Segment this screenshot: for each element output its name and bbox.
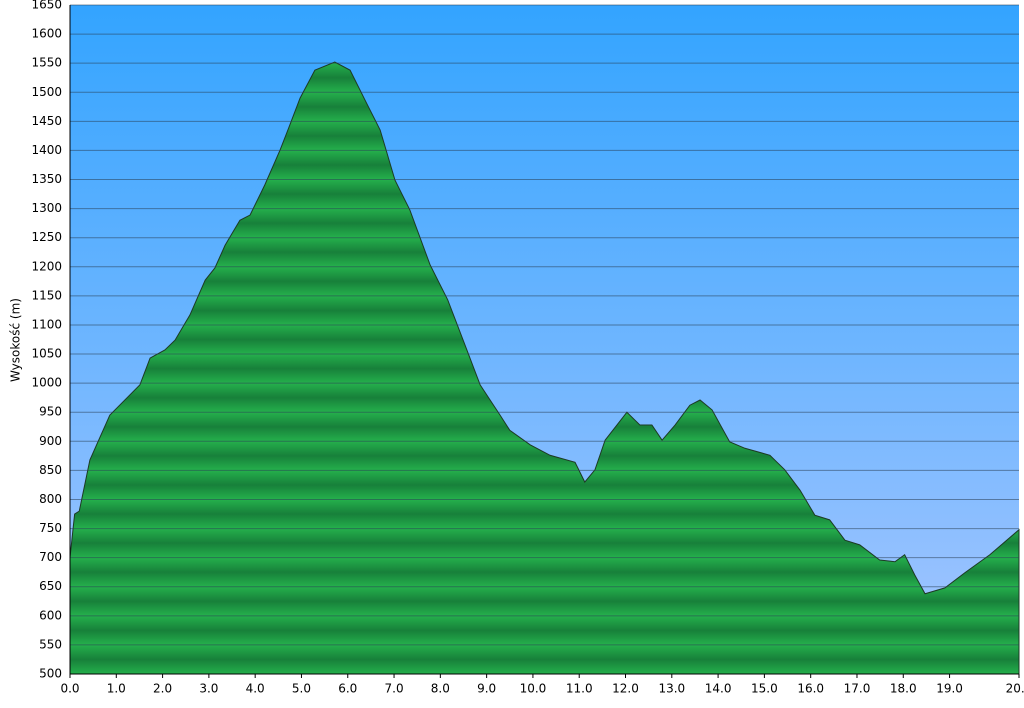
y-tick-label: 500 bbox=[39, 667, 62, 681]
y-tick-label: 550 bbox=[39, 637, 62, 651]
y-tick-label: 700 bbox=[39, 550, 62, 564]
y-tick-label: 1150 bbox=[31, 288, 62, 302]
y-tick-label: 1650 bbox=[31, 0, 62, 12]
y-tick-label: 750 bbox=[39, 521, 62, 535]
x-tick-label: 9.0 bbox=[477, 682, 496, 696]
y-tick-label: 1350 bbox=[31, 172, 62, 186]
y-tick-label: 800 bbox=[39, 492, 62, 506]
y-tick-label: 1050 bbox=[31, 347, 62, 361]
y-tick-label: 850 bbox=[39, 463, 62, 477]
y-tick-label: 1300 bbox=[31, 201, 62, 215]
x-tick-label: 0.0 bbox=[60, 682, 79, 696]
y-axis-label: Wysokość (m) bbox=[9, 298, 23, 382]
x-tick-label: 1.0 bbox=[107, 682, 126, 696]
y-tick-label: 950 bbox=[39, 405, 62, 419]
x-tick-label: 3.0 bbox=[199, 682, 218, 696]
y-tick-label: 650 bbox=[39, 579, 62, 593]
x-tick-label: 20.5 bbox=[1006, 682, 1024, 696]
y-tick-label: 1200 bbox=[31, 259, 62, 273]
x-tick-label: 12.0 bbox=[612, 682, 639, 696]
x-tick-label: 11.0 bbox=[566, 682, 593, 696]
x-tick-label: 18.0 bbox=[890, 682, 917, 696]
x-tick-label: 17.0 bbox=[844, 682, 871, 696]
x-tick-label: 4.0 bbox=[246, 682, 265, 696]
y-tick-label: 1500 bbox=[31, 85, 62, 99]
x-tick-label: 7.0 bbox=[385, 682, 404, 696]
x-tick-label: 13.0 bbox=[658, 682, 685, 696]
x-tick-label: 6.0 bbox=[338, 682, 357, 696]
x-tick-label: 16.0 bbox=[797, 682, 824, 696]
elevation-area bbox=[69, 61, 1020, 675]
y-tick-label: 1600 bbox=[31, 27, 62, 41]
y-tick-label: 1000 bbox=[31, 376, 62, 390]
x-tick-label: 14.0 bbox=[705, 682, 732, 696]
y-tick-label: 1400 bbox=[31, 143, 62, 157]
y-tick-label: 1550 bbox=[31, 56, 62, 70]
y-tick-label: 1450 bbox=[31, 114, 62, 128]
x-tick-label: 15.0 bbox=[751, 682, 778, 696]
x-tick-label: 2.0 bbox=[153, 682, 172, 696]
x-tick-label: 5.0 bbox=[292, 682, 311, 696]
x-tick-label: 8.0 bbox=[431, 682, 450, 696]
y-tick-label: 1100 bbox=[31, 317, 62, 331]
y-tick-label: 900 bbox=[39, 434, 62, 448]
x-tick-label: 19.0 bbox=[936, 682, 963, 696]
x-tick-label: 10.0 bbox=[520, 682, 547, 696]
y-tick-label: 1250 bbox=[31, 230, 62, 244]
y-tick-label: 600 bbox=[39, 608, 62, 622]
